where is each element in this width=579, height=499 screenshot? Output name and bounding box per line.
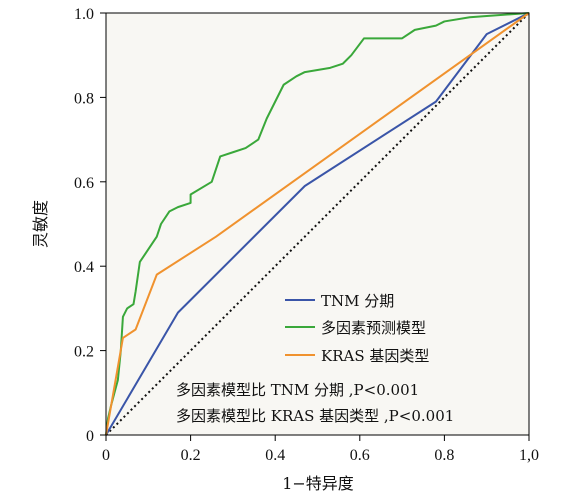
y-tick-label: 1.0 <box>74 6 94 23</box>
legend-label-multifactor: 多因素预测模型 <box>321 319 426 337</box>
x-tick-label: 0.4 <box>265 447 285 464</box>
series-line-multifactor <box>105 12 530 436</box>
y-tick-label: 0 <box>86 428 94 445</box>
x-axis-title: 1−特异度 <box>282 474 354 493</box>
x-tick-label: 0.8 <box>434 447 454 464</box>
series-line-kras <box>105 12 530 436</box>
series-line-tnm <box>105 12 530 436</box>
x-tick-label: 0.2 <box>181 447 201 464</box>
y-tick-label: 0.6 <box>74 175 94 192</box>
plot-frame <box>105 12 530 436</box>
y-axis-title: 灵敏度 <box>31 200 50 248</box>
plot-background <box>106 13 529 435</box>
ticks-layer: 0 0.2 0.4 0.6 0.8 1,0 0 0.2 0.4 0.6 0.8 1.0 <box>74 6 539 464</box>
x-tick-label: 0.6 <box>350 447 370 464</box>
y-tick-label: 0.4 <box>74 259 94 276</box>
y-tick-label: 0.8 <box>74 90 94 107</box>
x-tick-label: 1,0 <box>519 447 539 464</box>
legend-label-tnm: TNM 分期 <box>321 292 394 310</box>
series-layer <box>105 12 530 436</box>
annotation-kras-pvalue: 多因素模型比 KRAS 基因类型 ,P<0.001 <box>176 407 454 425</box>
legend: TNM 分期 多因素预测模型 KRAS 基因类型 <box>285 292 429 365</box>
x-tick-label: 0 <box>102 447 110 464</box>
y-tick-label: 0.2 <box>74 344 94 361</box>
legend-label-kras: KRAS 基因类型 <box>321 347 429 365</box>
annotation-tnm-pvalue: 多因素模型比 TNM 分期 ,P<0.001 <box>176 381 419 399</box>
